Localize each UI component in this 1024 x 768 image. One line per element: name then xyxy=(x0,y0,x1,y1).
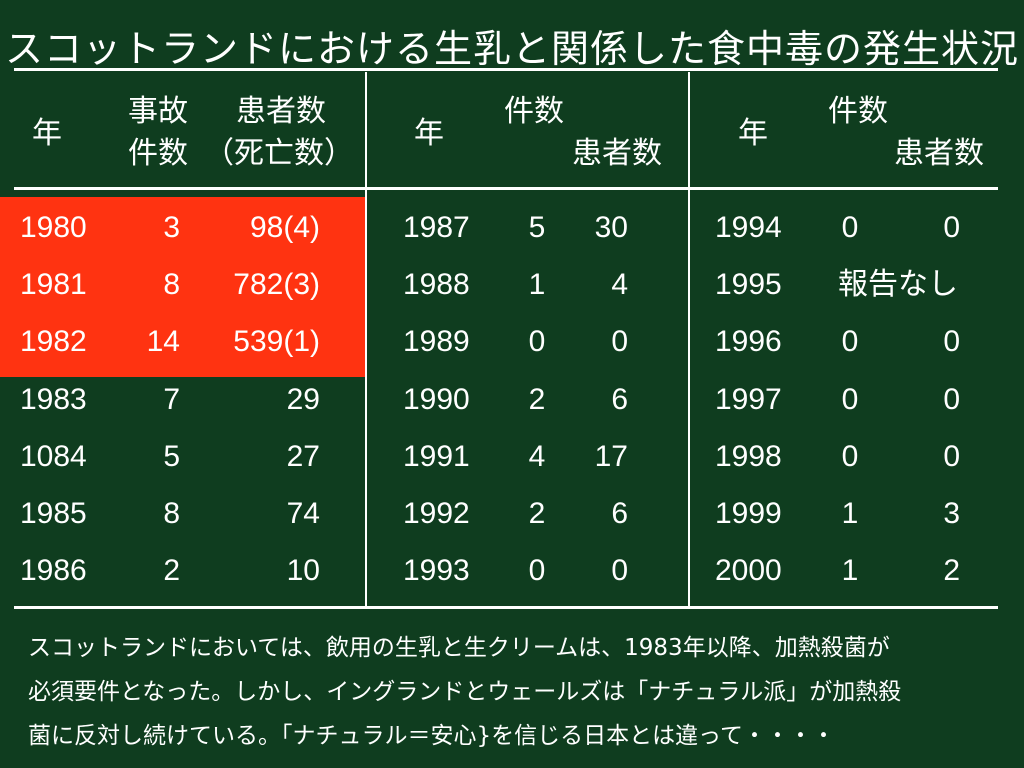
slide-title: スコットランドにおける生乳と関係した食中毒の発生状況 xyxy=(4,27,1019,71)
col1-year: 1985 xyxy=(20,497,87,530)
col3-year: 1995 xyxy=(715,268,782,301)
col3-year: 1998 xyxy=(715,440,782,473)
col3-year: 1999 xyxy=(715,497,782,530)
col2-incidents: 4 xyxy=(528,440,546,473)
col1-patients: 74 xyxy=(286,497,320,530)
col3-patients: 0 xyxy=(943,211,960,244)
col2-patients: 0 xyxy=(611,325,628,358)
col2-incidents: 1 xyxy=(528,268,546,301)
col2-patients: 17 xyxy=(594,440,628,473)
col2-year: 1990 xyxy=(403,383,470,416)
col2-patients: 30 xyxy=(594,211,628,244)
col3-incidents: 0 xyxy=(841,325,859,358)
column-divider-2 xyxy=(688,72,690,609)
col3-patients: 0 xyxy=(943,383,960,416)
col1-patients: 782(3) xyxy=(233,268,320,301)
header-year-1: 年 xyxy=(32,116,62,151)
footnote-line: 菌に反対し続けている。「ナチュラル＝安心}を信じる日本とは違って・・・・ xyxy=(28,723,835,749)
header-top-rule xyxy=(14,68,998,71)
col2-patients: 4 xyxy=(611,268,628,301)
col1-year: 1986 xyxy=(20,554,87,587)
header-patients-1-line2: （死亡数） xyxy=(204,136,354,171)
col1-incidents: 14 xyxy=(146,325,180,358)
col2-incidents: 2 xyxy=(528,497,546,530)
col2-year: 1987 xyxy=(403,211,470,244)
header-incidents-1-line1: 事故 xyxy=(128,94,188,129)
header-year-3: 年 xyxy=(738,116,768,151)
header-incidents-3: 件数 xyxy=(828,94,888,129)
col3-patients: 2 xyxy=(943,554,960,587)
table-bottom-rule xyxy=(14,606,998,609)
col1-year: 1980 xyxy=(20,211,87,244)
column-divider-1 xyxy=(365,72,367,609)
col1-incidents: 2 xyxy=(163,554,180,587)
footnote: スコットランドにおいては、飲用の生乳と生クリームは、1983年以降、加熱殺菌が … xyxy=(28,626,998,758)
col1-patients: 98(4) xyxy=(249,211,320,244)
col1-incidents: 8 xyxy=(163,497,180,530)
col1-incidents: 3 xyxy=(163,211,180,244)
col1-patients: 539(1) xyxy=(233,325,320,358)
col2-incidents: 2 xyxy=(528,383,546,416)
col2-patients: 0 xyxy=(611,554,628,587)
col3-year: 2000 xyxy=(715,554,782,587)
col2-incidents: 5 xyxy=(528,211,546,244)
header-incidents-1-line2: 件数 xyxy=(128,136,188,171)
col2-year: 1992 xyxy=(403,497,470,530)
col1-year: 1981 xyxy=(20,268,87,301)
col3-patients: 0 xyxy=(943,325,960,358)
col2-year: 1988 xyxy=(403,268,470,301)
col3-incidents: 0 xyxy=(841,440,859,473)
header-patients-1-line1: 患者数 xyxy=(236,94,326,129)
col3-year: 1996 xyxy=(715,325,782,358)
col3-patients: 0 xyxy=(943,440,960,473)
col3-incidents: 1 xyxy=(841,497,859,530)
header-bottom-rule xyxy=(14,187,998,190)
footnote-line: 必須要件となった。しかし、イングランドとウェールズは「ナチュラル派」が加熱殺 xyxy=(28,679,902,705)
col1-year: 1084 xyxy=(20,440,87,473)
col1-patients: 27 xyxy=(286,440,320,473)
col3-incidents: 1 xyxy=(841,554,859,587)
header-year-2: 年 xyxy=(414,116,444,151)
col2-year: 1991 xyxy=(403,440,470,473)
col3-year: 1997 xyxy=(715,383,782,416)
col2-year: 1989 xyxy=(403,325,470,358)
col1-incidents: 5 xyxy=(163,440,180,473)
col2-patients: 6 xyxy=(611,497,628,530)
col2-patients: 6 xyxy=(611,383,628,416)
col3-incidents: 0 xyxy=(841,211,859,244)
col3-patients: 3 xyxy=(943,497,960,530)
col2-incidents: 0 xyxy=(528,325,546,358)
col1-year: 1982 xyxy=(20,325,87,358)
col3-no-report: 報告なし xyxy=(838,267,958,302)
header-incidents-2: 件数 xyxy=(504,94,564,129)
col1-year: 1983 xyxy=(20,383,87,416)
col2-incidents: 0 xyxy=(528,554,546,587)
col1-patients: 29 xyxy=(286,383,320,416)
col2-year: 1993 xyxy=(403,554,470,587)
col3-year: 1994 xyxy=(715,211,782,244)
col1-incidents: 7 xyxy=(163,383,180,416)
col1-incidents: 8 xyxy=(163,268,180,301)
footnote-line: スコットランドにおいては、飲用の生乳と生クリームは、1983年以降、加熱殺菌が xyxy=(28,635,890,661)
highlight-1980-1982 xyxy=(0,197,366,377)
col1-patients: 10 xyxy=(286,554,320,587)
header-patients-2: 患者数 xyxy=(572,136,662,171)
col3-incidents: 0 xyxy=(841,383,859,416)
header-patients-3: 患者数 xyxy=(894,136,984,171)
